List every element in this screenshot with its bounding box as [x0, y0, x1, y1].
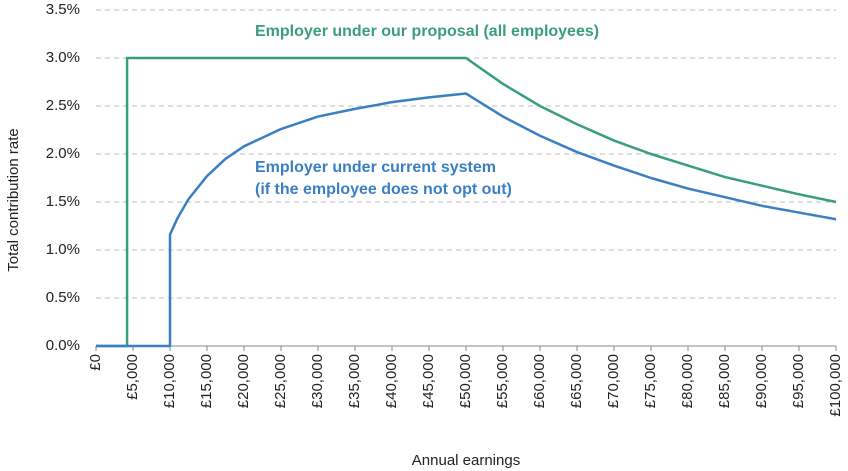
x-tick-label: £40,000	[383, 354, 400, 408]
x-tick-label: £50,000	[457, 354, 474, 408]
x-axis-label: Annual earnings	[412, 452, 520, 469]
x-tick-label: £25,000	[272, 354, 289, 408]
x-tick-label: £0	[87, 354, 104, 371]
annotation: Employer under our proposal (all employe…	[255, 23, 599, 40]
x-tick-label: £95,000	[790, 354, 807, 408]
x-tick-label: £85,000	[716, 354, 733, 408]
x-tick-label: £60,000	[531, 354, 548, 408]
y-tick-label: 3.0%	[46, 49, 80, 66]
x-tick-label: £35,000	[346, 354, 363, 408]
annotation: (if the employee does not opt out)	[255, 181, 512, 198]
x-tick-label: £5,000	[124, 354, 141, 400]
x-tick-label: £20,000	[235, 354, 252, 408]
x-tick-label: £100,000	[827, 354, 844, 417]
y-tick-label: 0.0%	[46, 337, 80, 354]
y-tick-label: 0.5%	[46, 289, 80, 306]
x-tick-label: £30,000	[309, 354, 326, 408]
y-tick-label: 2.5%	[46, 97, 80, 114]
y-tick-label: 3.5%	[46, 1, 80, 18]
x-tick-label: £80,000	[679, 354, 696, 408]
x-tick-label: £55,000	[494, 354, 511, 408]
x-tick-label: £70,000	[605, 354, 622, 408]
y-tick-label: 1.5%	[46, 193, 80, 210]
x-tick-label: £45,000	[420, 354, 437, 408]
series-line	[96, 92, 837, 348]
series-line	[96, 56, 837, 348]
y-tick-label: 1.0%	[46, 241, 80, 258]
x-tick-label: £65,000	[568, 354, 585, 408]
x-tick-label: £75,000	[642, 354, 659, 408]
y-tick-label: 2.0%	[46, 145, 80, 162]
annotation: Employer under current system	[255, 159, 496, 176]
x-tick-label: £10,000	[161, 354, 178, 408]
x-tick-label: £15,000	[198, 354, 215, 408]
y-axis-label: Total contribution rate	[5, 128, 22, 271]
x-tick-label: £90,000	[753, 354, 770, 408]
